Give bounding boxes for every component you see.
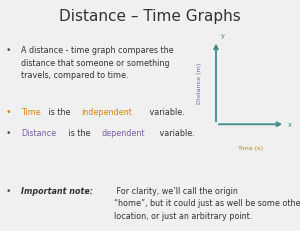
- Text: Distance – Time Graphs: Distance – Time Graphs: [59, 9, 241, 24]
- Text: For clarity, we’ll call the origin
“home”, but it could just as well be some oth: For clarity, we’ll call the origin “home…: [114, 186, 300, 220]
- Text: variable.: variable.: [157, 128, 195, 137]
- Text: •: •: [6, 46, 11, 55]
- Text: Important note:: Important note:: [21, 186, 93, 195]
- Text: variable.: variable.: [147, 107, 184, 116]
- Text: x: x: [288, 122, 292, 128]
- Text: y: y: [220, 33, 224, 39]
- Text: •: •: [6, 186, 11, 195]
- Text: Distance: Distance: [21, 128, 56, 137]
- Text: is the: is the: [66, 128, 93, 137]
- Text: is the: is the: [46, 107, 74, 116]
- Text: Time: Time: [21, 107, 41, 116]
- Text: Time (s): Time (s): [238, 146, 263, 151]
- Text: Distance (m): Distance (m): [197, 63, 202, 104]
- Text: dependent: dependent: [101, 128, 145, 137]
- Text: •: •: [6, 128, 11, 137]
- Text: independent: independent: [81, 107, 132, 116]
- Text: A distance - time graph compares the
distance that someone or something
travels,: A distance - time graph compares the dis…: [21, 46, 174, 80]
- Text: •: •: [6, 107, 11, 116]
